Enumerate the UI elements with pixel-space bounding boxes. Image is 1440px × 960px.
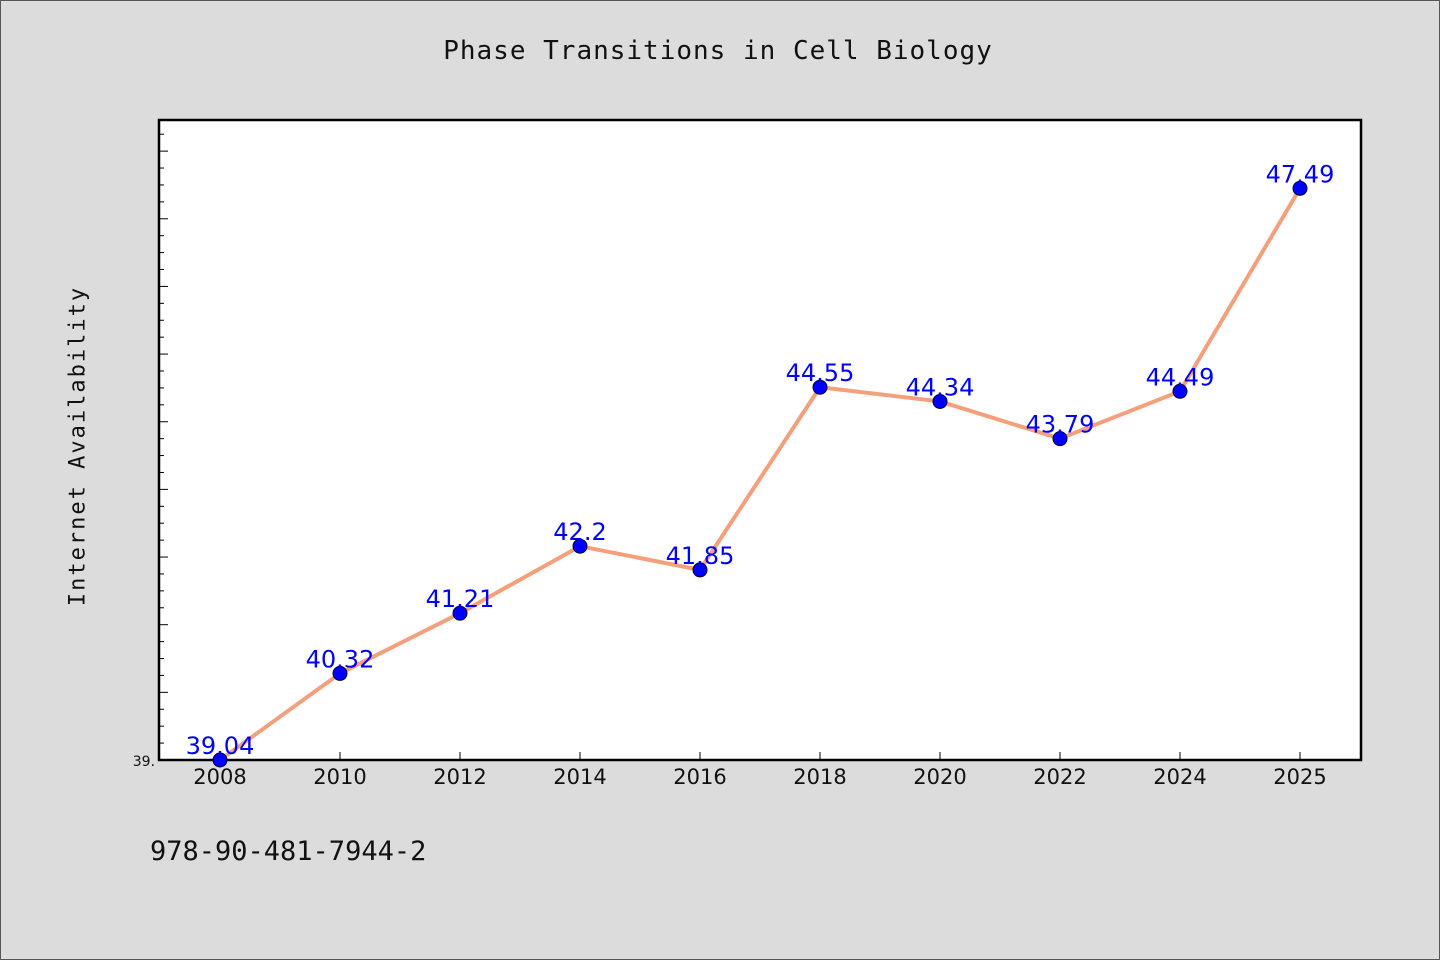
data-point xyxy=(1172,383,1188,399)
data-label: 41.21 xyxy=(426,585,495,613)
data-label: 42.2 xyxy=(553,518,606,546)
data-label: 40.32 xyxy=(306,645,375,673)
series-line xyxy=(218,187,1302,762)
y-tick-label: 39. xyxy=(133,754,155,770)
data-label: 47.49 xyxy=(1266,160,1335,188)
isbn-footnote: 978-90-481-7944-2 xyxy=(150,836,427,867)
x-tick-label: 2024 xyxy=(1153,765,1206,789)
x-tick-label: 2022 xyxy=(1033,765,1086,789)
data-point xyxy=(932,393,948,409)
data-point xyxy=(332,665,348,681)
x-tick-label: 2008 xyxy=(193,765,246,789)
data-point xyxy=(692,562,708,578)
x-tick-label: 2025 xyxy=(1273,765,1326,789)
chart-title: Phase Transitions in Cell Biology xyxy=(443,36,993,66)
data-point xyxy=(572,538,588,554)
plot-area xyxy=(157,118,1363,762)
x-tick-label: 2012 xyxy=(433,765,486,789)
x-tick-label: 2014 xyxy=(553,765,606,789)
data-label: 44.34 xyxy=(906,373,975,401)
data-label: 43.79 xyxy=(1026,411,1095,439)
x-tick-label: 2016 xyxy=(673,765,726,789)
data-label: 44.49 xyxy=(1146,363,1215,391)
x-tick-label: 2020 xyxy=(913,765,966,789)
data-point xyxy=(212,752,228,768)
data-label: 41.85 xyxy=(666,542,735,570)
data-point xyxy=(1292,180,1308,196)
data-label: 39.04 xyxy=(186,732,255,760)
data-point xyxy=(1052,431,1068,447)
x-tick-label: 2010 xyxy=(313,765,366,789)
x-tick-label: 2018 xyxy=(793,765,846,789)
data-point xyxy=(452,605,468,621)
data-point xyxy=(812,379,828,395)
data-label: 44.55 xyxy=(786,359,855,387)
